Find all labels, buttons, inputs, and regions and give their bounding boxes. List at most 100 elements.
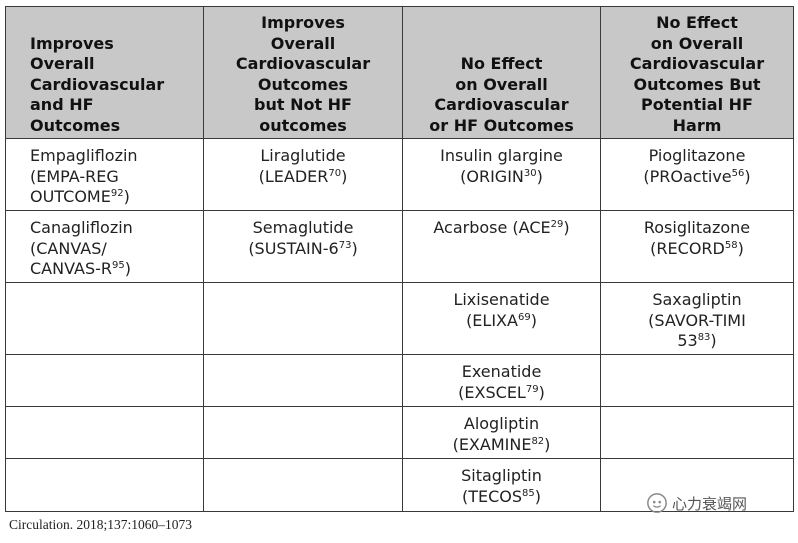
header-cell-1: Improves Overall Cardiovascular and HF O… <box>5 6 204 139</box>
header-cell-4: No Effect on Overall Cardiovascular Outc… <box>600 6 794 139</box>
drug-name: Empagliflozin <box>30 146 138 165</box>
empty-cell <box>600 458 794 512</box>
header-cell-3: No Effect on Overall Cardiovascular or H… <box>402 6 601 139</box>
empty-cell <box>600 406 794 459</box>
header-line: Overall <box>30 54 95 73</box>
trial-name: (TECOS <box>461 486 523 506</box>
header-line: Potential HF <box>641 95 753 114</box>
table-cell: Acarbose (ACE29) <box>402 210 601 283</box>
table-cell: Exenatide (EXSCEL79) <box>402 354 601 407</box>
header-line: Cardiovascular <box>30 74 165 94</box>
wechat-icon <box>647 493 667 513</box>
header-line: Outcomes <box>257 74 349 94</box>
empty-cell <box>203 282 403 355</box>
trial-close: ) <box>744 166 751 186</box>
reference-number: 70 <box>328 167 342 179</box>
reference-number: 85 <box>522 487 535 499</box>
header-line: or HF Outcomes <box>429 115 574 135</box>
trial-name: CANVAS-R <box>30 259 112 278</box>
header-line: on Overall <box>650 33 744 53</box>
header-line: but Not HF <box>254 95 352 114</box>
trial-line: (SUSTAIN-673) <box>204 239 402 260</box>
reference-number: 29 <box>550 219 564 230</box>
table-cell: Canagliflozin (CANVAS/ CANVAS-R95) <box>5 210 204 283</box>
trial-line: (ELIXA69) <box>403 311 600 332</box>
trial-close: ) <box>530 310 537 330</box>
trial-line: (TECOS85) <box>403 487 600 508</box>
drug-name: Alogliptin <box>463 414 540 433</box>
trial-line: (EXSCEL79) <box>403 383 600 404</box>
reference-number: 83 <box>697 332 711 343</box>
reference-number: 92 <box>110 188 124 199</box>
table-cell: Empagliflozin (EMPA-REG OUTCOME92) <box>5 138 204 211</box>
reference-number: 79 <box>525 383 539 395</box>
reference-number: 58 <box>724 239 738 251</box>
table-row: Alogliptin (EXAMINE82) <box>5 406 794 459</box>
drug-name: Canagliflozin <box>30 218 133 237</box>
table-row: Canagliflozin (CANVAS/ CANVAS-R95) Semag… <box>5 210 794 283</box>
table-cell: Sitagliptin (TECOS85) <box>402 458 601 512</box>
trial-line: (RECORD58) <box>601 239 793 260</box>
empty-cell <box>203 354 403 407</box>
reference-number: 30 <box>523 167 537 179</box>
header-line: Outcomes But <box>633 74 761 94</box>
table-cell: Pioglitazone (PROactive56) <box>600 138 794 211</box>
trial-name: (EXSCEL <box>458 382 526 402</box>
table-cell: Saxagliptin (SAVOR-TIMI 5383) <box>600 282 794 355</box>
trial-name: (ELIXA <box>466 310 518 330</box>
drug-name: Acarbose (ACE <box>433 218 551 237</box>
drug-name: Insulin glargine <box>440 146 563 165</box>
trial-name: (EXAMINE <box>452 434 532 454</box>
header-line: Harm <box>672 115 722 135</box>
drug-name: Liraglutide <box>260 146 346 165</box>
trial-line: (ORIGIN30) <box>403 167 600 188</box>
table-cell: Lixisenatide (ELIXA69) <box>402 282 601 355</box>
trial-close: ) <box>534 486 542 506</box>
reference-number: 69 <box>517 311 531 323</box>
header-cell-2: Improves Overall Cardiovascular Outcomes… <box>203 6 403 139</box>
drug-line: Acarbose (ACE29) <box>403 218 600 239</box>
trial-close: ) <box>536 166 543 186</box>
trial-name: OUTCOME <box>30 187 111 206</box>
empty-cell <box>203 458 403 512</box>
header-line: Improves <box>30 33 114 53</box>
empty-cell <box>5 458 204 512</box>
header-line: No Effect <box>460 54 543 73</box>
table-row: Exenatide (EXSCEL79) <box>5 354 794 407</box>
header-line: Cardiovascular <box>434 95 569 114</box>
trial-line: (PROactive56) <box>601 167 793 188</box>
drug-name: Semaglutide <box>252 218 354 237</box>
trial-close: ) <box>538 382 545 402</box>
trial-name: (PROactive <box>643 166 732 186</box>
trial-name: (SAVOR-TIMI <box>648 310 746 330</box>
empty-cell <box>5 406 204 459</box>
drug-name: Lixisenatide <box>453 290 550 309</box>
empty-cell <box>600 354 794 407</box>
trial-close: ) <box>123 187 130 206</box>
header-line: Cardiovascular <box>629 54 765 73</box>
trial-close: ) <box>124 259 131 278</box>
header-line: and HF <box>30 95 94 114</box>
reference-number: 95 <box>112 260 125 271</box>
header-line: No Effect <box>656 13 738 32</box>
watermark-text: 心力衰竭网 <box>672 494 748 513</box>
header-line: outcomes <box>259 115 347 135</box>
trial-close: ) <box>351 238 358 258</box>
trial-line: CANVAS-R95) <box>30 259 203 280</box>
citation: Circulation. 2018;137:1060–1073 <box>9 517 192 532</box>
trial-close: ) <box>710 331 717 350</box>
table-row: Lixisenatide (ELIXA69) Saxagliptin (SAVO… <box>5 282 794 355</box>
trial-line: (EXAMINE82) <box>403 435 600 456</box>
reference-number: 73 <box>338 239 352 251</box>
table-cell: Alogliptin (EXAMINE82) <box>402 406 601 459</box>
empty-cell <box>5 354 204 407</box>
trial-close: ) <box>341 166 348 186</box>
trial-close: ) <box>544 434 551 454</box>
trial-line: OUTCOME92) <box>30 187 203 208</box>
table-cell: Rosiglitazone (RECORD58) <box>600 210 794 283</box>
reference-number: 82 <box>531 435 545 447</box>
header-line: Outcomes <box>30 115 121 135</box>
trial-close: ) <box>737 238 744 258</box>
table-cell: Semaglutide (SUSTAIN-673) <box>203 210 403 283</box>
trial-name: (LEADER <box>258 166 329 186</box>
